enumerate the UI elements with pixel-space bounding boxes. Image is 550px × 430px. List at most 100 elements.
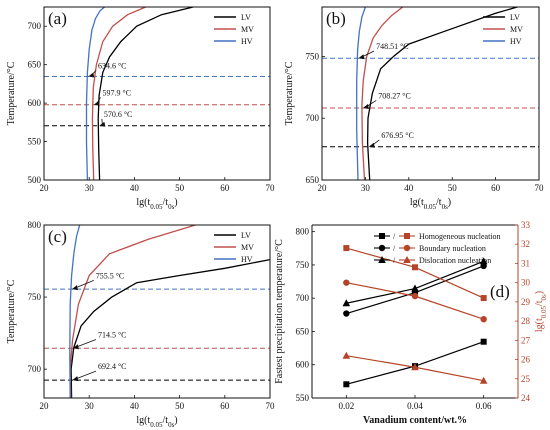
d-legend-marker-left [378,244,386,252]
b-x-tick-label: 70 [535,183,545,193]
c-series-hv [69,225,81,398]
b-annotation-label-0: 748.51 °C [376,42,409,51]
d-panel-label: (d) [490,282,510,301]
b-y-axis-label: Temperature/°C [284,61,295,125]
b-panel-label: (b) [326,9,346,28]
a-annotation-arrowhead-2 [99,121,106,127]
b-annotation-arrowhead-2 [368,142,375,148]
a-x-tick-label: 60 [220,183,230,193]
c-x-axis-label: lg(t0.05/t0s) [136,415,177,429]
d-legend-marker-left [379,233,385,239]
c-annotation-arrowhead-2 [72,376,79,382]
d-left-series-point [342,299,351,307]
a-x-tick-label: 50 [175,183,185,193]
a-legend-label-mv: MV [241,25,254,34]
a-series-mv [91,7,146,180]
d-legend-marker-right [403,244,411,252]
d-left-series-point [411,284,419,292]
b-x-tick-label: 60 [491,183,501,193]
b-annotation-arrowhead-1 [362,103,369,109]
d-y2-tick-label: 30 [521,278,531,288]
a-annotation-label-1: 597.9 °C [103,88,132,97]
c-annotation-label-1: 714.5 °C [98,330,127,339]
a-x-axis-label: lg(t0.05/t0s) [136,197,177,211]
c-x-tick-label: 40 [130,401,140,411]
d-right-series-point [412,264,418,271]
a-annotation-arrowhead-0 [88,72,95,78]
d-left-series-point [479,257,488,265]
c-x-tick-label: 30 [85,401,95,411]
d-y-tick-label: 700 [296,293,310,303]
a-series-lv [97,7,194,180]
b-y-tick-label: 700 [306,113,320,123]
d-legend-separator: / [393,232,396,241]
d-legend-label: Boundary nucleation [419,244,486,253]
b-legend-label-lv: LV [510,13,520,22]
c-series-mv [69,225,196,398]
c-legend-label-mv: MV [241,243,254,252]
d-y2-tick-label: 32 [521,239,530,249]
a-y-tick-label: 600 [28,98,42,108]
a-panel-label: (a) [48,9,67,28]
d-right-series-point [480,315,487,323]
a-legend-label-hv: HV [241,37,253,46]
panel-c: 755.5 °C 714.5 °C 692.4 °C 20 30 40 50 60 70 700 7… [6,220,275,429]
c-annotation-arrow-1 [75,339,97,348]
d-y2-tick-label: 33 [521,220,531,230]
a-x-tick-label: 20 [40,183,50,193]
b-plot-frame [321,6,540,181]
a-annotation-label-0: 634.6 °C [98,62,127,71]
c-panel-label: (c) [48,227,67,246]
b-annotation-label-2: 676.95 °C [381,131,414,140]
d-y2-tick-label: 29 [521,297,531,307]
c-annotation-label-2: 692.4 °C [98,362,127,371]
d-right-series-point [343,279,350,286]
b-series-hv [356,7,367,180]
c-legend-label-hv: HV [241,255,253,264]
c-x-tick-label: 20 [40,401,50,411]
c-y-tick-label: 800 [28,220,42,230]
d-legend-marker-right [403,256,411,263]
c-x-tick-label: 70 [266,401,276,411]
d-right-series-point [479,376,488,384]
b-x-tick-label: 20 [318,183,328,193]
d-y2-tick-label: 31 [521,258,530,268]
panel-a: 634.6 °C 597.9 °C 570.6 °C 20 30 40 50 60 70 500 5… [6,6,276,211]
b-series-mv [361,7,404,180]
d-y2-tick-label: 26 [521,355,531,365]
a-plot-frame [43,6,271,181]
b-x-tick-label: 30 [361,183,371,193]
d-y2-tick-label: 28 [521,316,531,326]
a-y-tick-label: 550 [28,137,42,147]
d-y-tick-label: 550 [296,393,310,403]
c-y-axis-label: Temperature/°C [6,279,17,343]
d-y2-tick-label: 24 [521,393,531,403]
c-x-tick-label: 50 [175,401,185,411]
c-y-tick-label: 700 [28,364,42,374]
c-y-tick-label: 750 [28,292,42,302]
b-x-tick-label: 40 [404,183,414,193]
a-legend-label-lv: LV [241,13,251,22]
d-legend-separator: / [393,256,396,265]
d-y2-tick-label: 27 [521,335,531,345]
d-left-series-point [343,310,350,317]
b-legend-label-hv: HV [510,37,522,46]
d-x-tick-label: 0.04 [407,401,423,411]
d-right-series-point [342,351,351,359]
d-y-tick-label: 650 [296,326,310,336]
d-legend-label: Homogeneous nucleation [419,232,501,241]
d-y-tick-label: 750 [296,260,310,270]
b-y-tick-label: 750 [306,51,320,61]
d-right-series-point [411,292,419,300]
b-legend-label-mv: MV [510,25,523,34]
a-x-tick-label: 30 [85,183,95,193]
c-legend-label-lv: LV [241,231,251,240]
c-annotation-arrowhead-0 [71,285,78,291]
d-legend-marker-left [378,256,386,263]
a-x-tick-label: 70 [266,183,276,193]
d-right-series-point [411,363,419,371]
d-x-axis-label: Vanadium content/wt.% [363,415,467,426]
a-y-axis-label: Temperature/°C [6,61,17,125]
c-annotation-arrowhead-1 [72,344,79,350]
